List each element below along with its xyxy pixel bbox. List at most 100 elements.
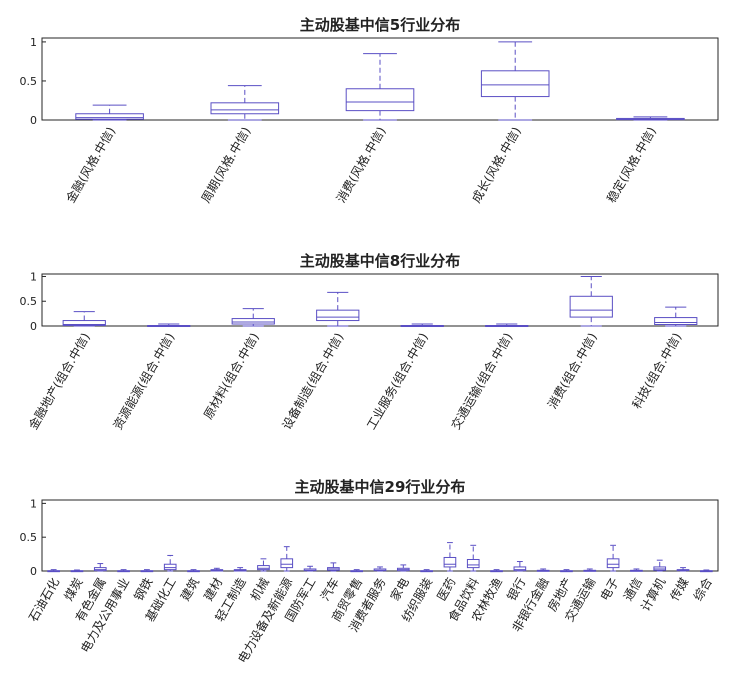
category-label: 机械	[247, 575, 272, 603]
box-18	[443, 542, 457, 572]
category-label: 传媒	[667, 575, 692, 603]
box-8	[654, 306, 698, 327]
box-4	[316, 291, 360, 327]
box-6	[485, 323, 529, 328]
box-24	[583, 568, 597, 572]
box-10	[257, 558, 270, 572]
category-label: 银行	[504, 576, 528, 604]
box-20	[490, 569, 503, 573]
category-label: 钢铁	[131, 576, 155, 604]
iqr-box	[606, 558, 620, 569]
box-3	[345, 53, 415, 121]
box-19	[466, 544, 480, 572]
category-label: 煤炭	[61, 576, 85, 604]
box-2	[70, 569, 84, 573]
iqr-box	[654, 317, 698, 326]
box-29	[700, 569, 713, 573]
iqr-box	[480, 70, 550, 98]
category-label: 周期(风格.中信)	[198, 124, 254, 205]
iqr-box	[280, 558, 294, 569]
axes-frame	[41, 273, 719, 327]
box-16	[396, 564, 410, 572]
iqr-box	[163, 563, 177, 571]
category-label: 家电	[387, 575, 412, 603]
iqr-box	[513, 566, 527, 572]
y-tick-label: 1	[30, 497, 37, 510]
category-label: 稳定(风格.中信)	[603, 124, 659, 205]
chart-industry8: 主动股基中信8行业分布 0 0.5 1 金融地产(组合.中信) 资源能源(组合.中信) 原材…	[20, 252, 719, 432]
iqr-box	[345, 88, 415, 112]
box-5	[616, 116, 685, 121]
category-label: 工业服务(组合.中信)	[363, 330, 431, 432]
category-label: 成长(风格.中信)	[468, 124, 524, 205]
box-22	[536, 568, 550, 572]
chart-industry5: 主动股基中信5行业分布 0 0.5 1 金融(风格.中信) 周期(风格.中信) 消费(风格.…	[20, 16, 719, 205]
box-13	[327, 562, 340, 572]
category-label: 资源能源(组合.中信)	[110, 330, 178, 432]
chart-title: 主动股基中信5行业分布	[300, 16, 460, 34]
iqr-box	[316, 309, 360, 322]
box-15	[373, 566, 387, 572]
box-28	[676, 567, 690, 572]
iqr-box	[257, 565, 270, 571]
y-tick-label: 0	[30, 114, 37, 127]
iqr-box	[75, 113, 144, 120]
category-label: 交通运输(组合.中信)	[448, 330, 516, 432]
category-label: 原材料(组合.中信)	[200, 330, 262, 422]
box-3	[231, 308, 275, 327]
axes-frame	[41, 499, 719, 572]
category-label: 金融(风格.中信)	[63, 124, 119, 205]
box-11	[280, 546, 294, 572]
iqr-box	[93, 567, 107, 572]
y-tick-label: 1	[30, 36, 37, 49]
category-label: 金融地产(组合.中信)	[25, 330, 93, 432]
box-14	[350, 569, 364, 573]
box-1	[75, 104, 144, 121]
box-12	[303, 565, 317, 572]
box-21	[513, 561, 527, 572]
y-tick-label: 1	[30, 270, 37, 283]
box-2	[147, 323, 191, 328]
box-9	[233, 567, 247, 572]
box-1	[62, 311, 106, 327]
y-tick-label: 0.5	[20, 531, 38, 544]
y-tick-label: 0.5	[20, 295, 38, 308]
box-6	[163, 554, 177, 572]
box-4	[480, 41, 550, 121]
category-label: 汽车	[317, 575, 342, 603]
box-2	[210, 85, 280, 121]
iqr-box	[210, 102, 280, 115]
iqr-box	[231, 318, 275, 325]
iqr-box	[443, 556, 457, 568]
category-label: 设备制造(组合.中信)	[279, 330, 347, 432]
box-7	[569, 275, 613, 327]
box-23	[560, 569, 573, 573]
box-8	[210, 567, 224, 572]
category-label: 电子	[598, 576, 622, 604]
category-label: 石油石化	[26, 576, 62, 625]
y-tick-label: 0.5	[20, 75, 38, 88]
box-1	[47, 569, 60, 573]
category-label: 科技(组合.中信)	[629, 330, 685, 411]
iqr-box	[466, 559, 480, 569]
box-25	[606, 544, 620, 572]
box-27	[653, 559, 667, 572]
box-17	[420, 569, 433, 573]
box-4	[117, 569, 130, 573]
chart-title: 主动股基中信8行业分布	[300, 252, 460, 270]
box-3	[93, 563, 107, 572]
box-26	[630, 568, 643, 572]
category-label: 消费(组合.中信)	[544, 330, 600, 411]
y-tick-label: 0	[30, 565, 37, 578]
box-5	[140, 569, 154, 573]
category-label: 通信	[621, 576, 645, 604]
category-label: 建材	[201, 576, 225, 604]
iqr-box	[62, 320, 106, 327]
category-label: 医药	[434, 576, 458, 604]
chart-title: 主动股基中信29行业分布	[295, 478, 466, 496]
category-label: 综合	[690, 575, 715, 603]
box-7	[187, 569, 200, 573]
y-tick-label: 0	[30, 320, 37, 333]
